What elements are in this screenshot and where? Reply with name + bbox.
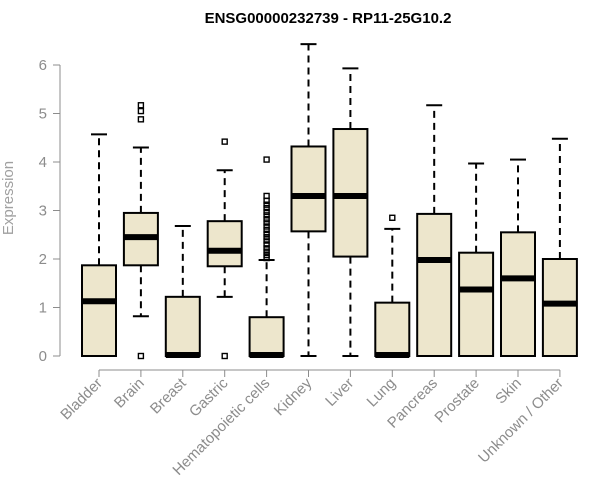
outlier-point — [263, 201, 270, 208]
outlier-point — [263, 219, 270, 226]
box-iqr — [332, 128, 369, 258]
x-tick-label: Liver — [322, 375, 357, 410]
box-iqr — [290, 145, 327, 233]
box-iqr — [206, 220, 243, 268]
x-tick-label: Bladder — [57, 375, 106, 424]
box-liver — [332, 67, 369, 357]
outlier-point — [263, 251, 270, 259]
outlier-point — [263, 230, 270, 237]
box-kidney — [290, 43, 327, 357]
outlier-point — [263, 204, 270, 212]
outlier-point — [221, 138, 228, 145]
outlier-point — [263, 248, 270, 255]
y-tick-label: 2 — [39, 251, 47, 268]
outlier-point — [137, 352, 145, 360]
box-hematopoietic-cells — [248, 156, 285, 359]
x-tick-label: Brain — [111, 375, 148, 412]
y-tick-label: 6 — [39, 57, 47, 74]
box-iqr — [500, 231, 536, 357]
box-iqr — [81, 264, 117, 357]
chart-title: ENSG00000232739 - RP11-25G10.2 — [205, 10, 452, 27]
x-tick-label: Kidney — [271, 374, 316, 419]
outlier-point — [263, 192, 270, 200]
x-tick-label: Skin — [492, 375, 525, 408]
outlier-point — [263, 212, 270, 219]
outlier-point — [137, 102, 145, 109]
box-iqr — [416, 212, 453, 357]
outlier-point — [263, 245, 270, 252]
box-prostate — [458, 162, 495, 358]
y-axis: 0 1 2 3 4 5 6 — [39, 57, 61, 365]
outlier-point — [263, 226, 270, 234]
outlier-point — [389, 214, 396, 221]
outlier-point — [137, 116, 145, 123]
outlier-point — [263, 241, 270, 248]
x-tick-label: Breast — [147, 374, 190, 417]
y-tick-label: 5 — [39, 106, 47, 123]
box-breast — [164, 225, 201, 359]
box-iqr — [374, 301, 411, 357]
box-gastric — [206, 138, 243, 360]
outlier-point — [263, 216, 270, 223]
box-iqr — [458, 251, 495, 358]
box-unknown-other — [541, 137, 578, 357]
box-pancreas — [416, 104, 453, 357]
box-iqr — [164, 295, 201, 357]
box-series — [81, 43, 578, 360]
box-iqr — [248, 316, 285, 358]
box-iqr — [541, 258, 578, 357]
outlier-point — [263, 223, 270, 230]
outlier-point — [263, 156, 270, 163]
y-tick-label: 0 — [39, 348, 47, 365]
y-tick-label: 1 — [39, 300, 47, 317]
x-tick-label: Lung — [364, 375, 400, 411]
y-tick-label: 4 — [39, 154, 47, 171]
outlier-point — [263, 237, 270, 244]
box-lung — [374, 214, 411, 359]
outlier-point — [263, 233, 270, 241]
outlier-point — [263, 208, 270, 216]
outlier-point — [221, 352, 228, 360]
box-bladder — [81, 133, 117, 357]
box-brain — [122, 102, 159, 360]
x-tick-label: Prostate — [431, 375, 483, 427]
box-skin — [500, 158, 536, 357]
outlier-point — [137, 107, 145, 115]
y-axis-label: Expression — [0, 161, 17, 235]
y-tick-label: 3 — [39, 203, 47, 220]
